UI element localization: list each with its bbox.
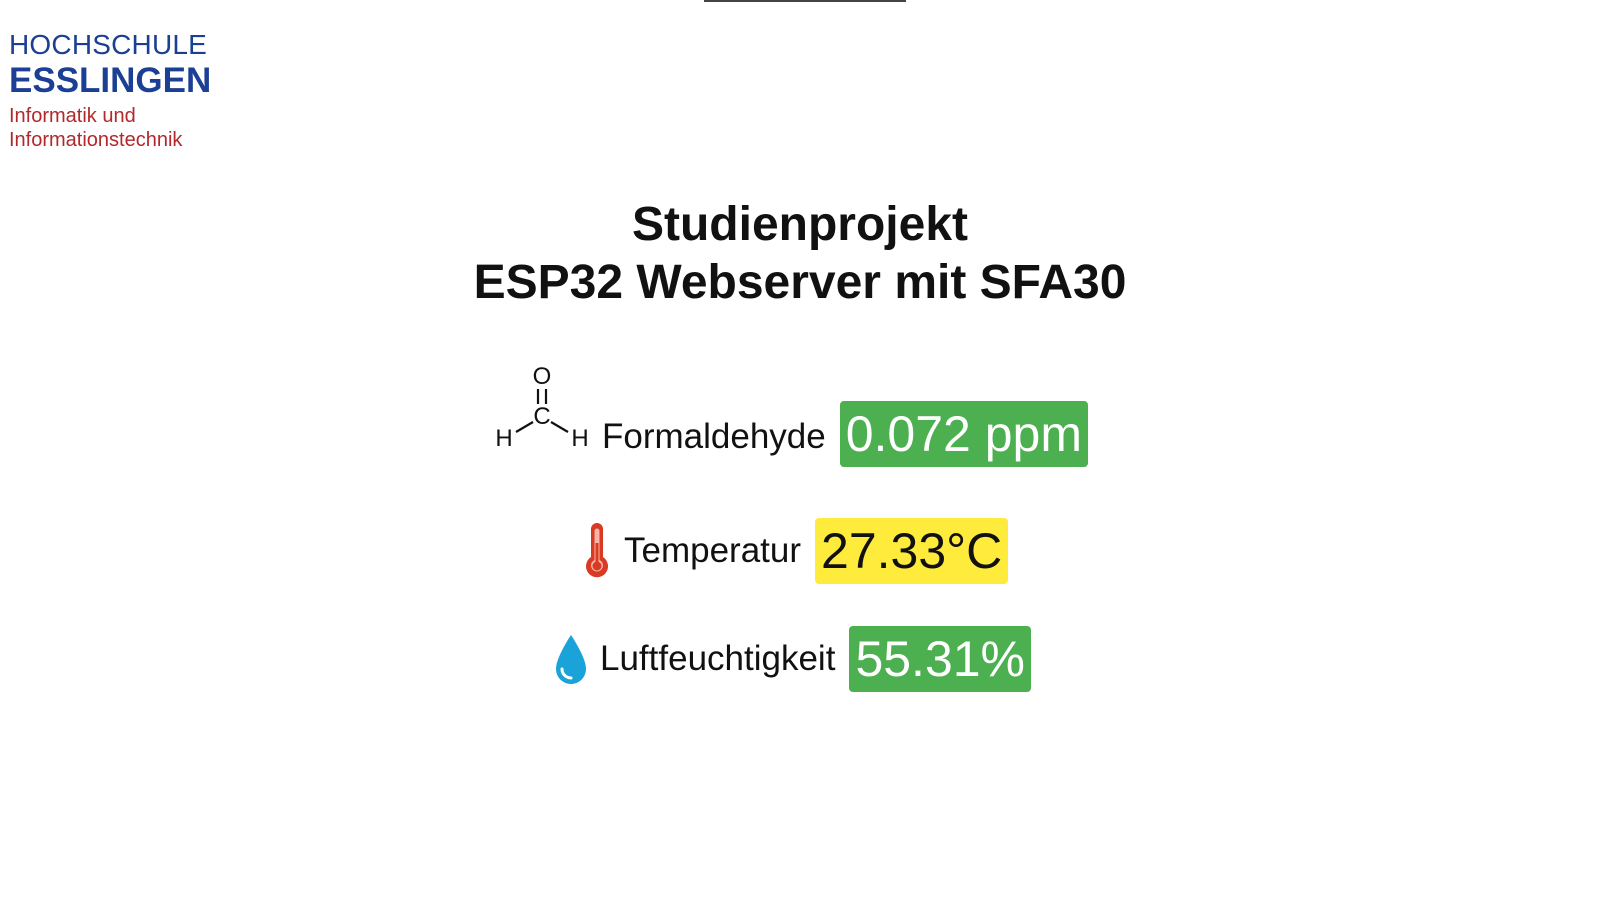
humidity-label: Luftfeuchtigkeit [600,639,836,678]
atom-carbon: C [533,403,550,430]
humidity-value: 55.31% [849,626,1032,692]
top-divider [704,0,906,2]
page-title-line2: ESP32 Webserver mit SFA30 [473,256,1127,309]
atom-hydrogen-left: H [495,425,512,452]
logo-line-esslingen: ESSLINGEN [9,61,212,100]
water-drop-icon [556,635,586,684]
logo-faculty: Informatik und Informationstechnik [9,104,249,152]
atom-oxygen: O [533,363,552,390]
logo-faculty-line1: Informatik und [9,105,136,127]
university-logo: HOCHSCHULE ESSLINGEN Informatik und Info… [9,28,249,152]
temperature-value: 27.33°C [815,518,1009,584]
page-title: Studienprojekt ESP32 Webserver mit SFA30 [0,196,1600,312]
reading-humidity: Luftfeuchtigkeit 55.31% [552,626,1032,692]
thermometer-icon [586,523,608,578]
logo-line-hochschule: HOCHSCHULE [9,29,208,60]
formaldehyde-label: Formaldehyde [602,417,826,456]
atom-hydrogen-right: H [571,425,588,452]
temperature-label: Temperatur [624,531,802,570]
logo-faculty-line2: Informationstechnik [9,129,183,151]
reading-temperature: Temperatur 27.33°C [578,518,1009,584]
reading-formaldehyde: O C H H Formaldehyde 0.072 ppm [492,360,1089,478]
formaldehyde-value: 0.072 ppm [839,401,1089,467]
formaldehyde-molecule-icon: O C H H [495,363,588,452]
page-title-line1: Studienprojekt [631,198,969,251]
